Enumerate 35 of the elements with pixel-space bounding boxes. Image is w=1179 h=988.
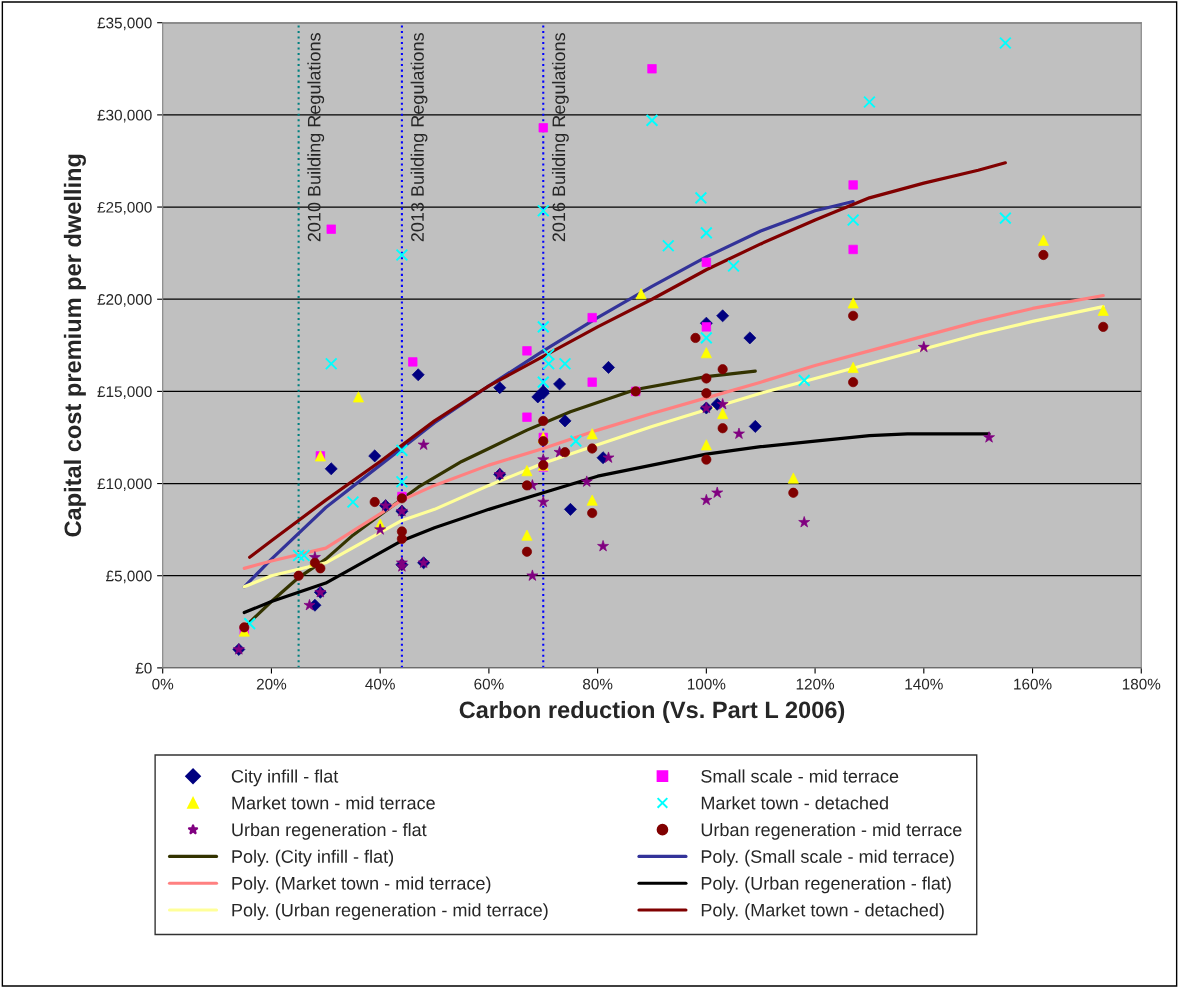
legend-label: Poly. (Small scale - mid terrace) xyxy=(701,849,954,867)
legend-label: Poly. (City infill - flat) xyxy=(232,849,394,867)
y-tick-label: £5,000 xyxy=(105,570,152,584)
y-axis-title: Capital cost premium per dwelling xyxy=(63,154,86,537)
x-tick-label: 40% xyxy=(365,678,395,690)
x-tick-label: 80% xyxy=(583,678,613,690)
y-tick-label: £30,000 xyxy=(97,109,152,123)
legend-label: Urban regeneration - mid terrace xyxy=(701,822,962,840)
y-tick-label: £20,000 xyxy=(97,294,152,307)
legend-label: Poly. (Market town - mid terrace) xyxy=(232,876,491,894)
legend-label: Market town - mid terrace xyxy=(232,796,435,810)
y-tick-label: £25,000 xyxy=(97,201,152,215)
y-tick-label: £35,000 xyxy=(97,17,152,31)
y-tick-label: £15,000 xyxy=(97,386,152,399)
legend-label: Small scale - mid terrace xyxy=(701,769,899,783)
ref-line-label: 2013 Building Regulations xyxy=(410,33,428,242)
y-tick-label: £10,000 xyxy=(97,478,152,492)
legend-label: Urban regeneration - flat xyxy=(232,822,427,840)
x-tick-label: 180% xyxy=(1122,678,1161,690)
legend-label: Poly. (Urban regeneration - mid terrace) xyxy=(232,903,548,921)
x-tick-label: 60% xyxy=(474,678,504,690)
x-axis-title: Carbon reduction (Vs. Part L 2006) xyxy=(459,700,845,723)
x-tick-label: 0% xyxy=(152,678,174,690)
legend-label: Poly. (Market town - detached) xyxy=(701,903,944,921)
x-tick-label: 140% xyxy=(905,678,943,690)
ref-line-label: 2016 Building Regulations xyxy=(551,33,569,242)
x-tick-label: 120% xyxy=(796,678,835,690)
x-tick-label: 20% xyxy=(256,678,287,690)
ref-line-label: 2010 Building Regulations xyxy=(307,33,325,242)
x-tick-label: 160% xyxy=(1014,678,1052,690)
x-tick-label: 100% xyxy=(687,678,726,690)
legend-label: Market town - detached xyxy=(701,796,888,810)
legend-label: City infill - flat xyxy=(231,769,339,787)
y-tick-label: £0 xyxy=(135,662,152,674)
legend-label: Poly. (Urban regeneration - flat) xyxy=(701,876,951,894)
